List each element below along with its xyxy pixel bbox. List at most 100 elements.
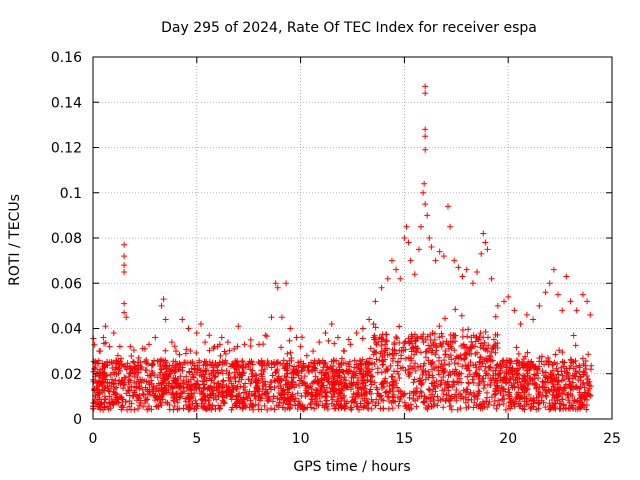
data-point <box>471 343 478 350</box>
data-point <box>274 395 281 402</box>
roti-point <box>141 345 148 352</box>
data-point <box>395 402 402 409</box>
data-point <box>464 365 471 372</box>
roti-point <box>432 257 439 264</box>
data-point <box>447 396 454 403</box>
data-point <box>574 398 581 405</box>
data-point <box>410 379 417 386</box>
data-point <box>300 378 307 385</box>
data-point <box>564 370 571 377</box>
data-point <box>316 392 323 399</box>
data-point <box>525 401 532 408</box>
roti-point <box>384 275 391 282</box>
data-point <box>545 354 552 361</box>
data-point <box>283 374 290 381</box>
data-point <box>555 371 562 378</box>
data-point <box>312 373 319 380</box>
data-point <box>385 405 392 412</box>
data-point <box>234 383 241 390</box>
data-point <box>355 393 362 400</box>
roti-point <box>168 339 175 346</box>
roti-point <box>573 307 580 314</box>
data-point <box>560 402 567 409</box>
data-point <box>492 313 499 320</box>
data-point <box>237 404 244 411</box>
data-point <box>97 405 104 412</box>
data-point <box>247 342 254 349</box>
data-point <box>524 372 531 379</box>
roti-point <box>422 133 429 140</box>
data-point <box>110 380 117 387</box>
data-point <box>438 360 445 367</box>
data-point <box>182 350 189 357</box>
data-point <box>302 393 309 400</box>
roti-point <box>359 325 366 332</box>
roti-point <box>224 339 231 346</box>
data-point <box>378 396 385 403</box>
data-point <box>457 405 464 412</box>
data-point <box>241 400 248 407</box>
data-point <box>307 400 314 407</box>
data-point <box>421 399 428 406</box>
data-point <box>552 351 559 358</box>
data-point <box>441 361 448 368</box>
data-point <box>474 395 481 402</box>
data-point <box>346 358 353 365</box>
data-point <box>451 360 458 367</box>
data-point <box>321 374 328 381</box>
data-point <box>157 361 164 368</box>
data-point <box>113 384 120 391</box>
data-point <box>554 360 561 367</box>
roti-point <box>121 253 128 260</box>
data-point <box>322 393 329 400</box>
data-point <box>584 387 591 394</box>
roti-point <box>106 343 113 350</box>
data-point <box>371 336 378 343</box>
data-point <box>163 372 170 379</box>
data-point <box>135 362 142 369</box>
data-point <box>250 406 257 413</box>
data-point <box>311 357 318 364</box>
data-point <box>524 349 531 356</box>
data-point <box>391 347 398 354</box>
data-point <box>480 385 487 392</box>
data-point <box>531 371 538 378</box>
roti-point <box>584 298 591 305</box>
x-axis-tick-labels: 0 5 10 15 20 25 <box>89 431 621 447</box>
roti-point <box>121 262 128 269</box>
data-point <box>248 370 255 377</box>
data-point <box>210 390 217 397</box>
data-point <box>324 389 331 396</box>
data-point <box>97 366 104 373</box>
data-point <box>378 392 385 399</box>
data-point <box>216 359 223 366</box>
data-point <box>215 402 222 409</box>
data-point <box>106 399 113 406</box>
data-point <box>481 339 488 346</box>
data-point <box>406 394 413 401</box>
data-point <box>280 357 287 364</box>
data-point <box>443 381 450 388</box>
data-point <box>373 384 380 391</box>
data-point <box>271 384 278 391</box>
data-point <box>581 384 588 391</box>
data-point <box>415 363 422 370</box>
roti-point <box>567 298 574 305</box>
data-point <box>133 378 140 385</box>
data-point <box>521 395 528 402</box>
data-point <box>324 406 331 413</box>
data-point <box>359 335 366 342</box>
data-point <box>568 357 575 364</box>
roti-point <box>256 341 263 348</box>
data-point <box>166 401 173 408</box>
data-point <box>322 400 329 407</box>
data-point <box>329 385 336 392</box>
data-point <box>281 390 288 397</box>
data-point <box>391 339 398 346</box>
data-point <box>548 404 555 411</box>
roti-point <box>162 316 169 323</box>
data-point <box>465 396 472 403</box>
data-point <box>90 400 97 407</box>
data-point <box>131 359 138 366</box>
data-point <box>389 355 396 362</box>
